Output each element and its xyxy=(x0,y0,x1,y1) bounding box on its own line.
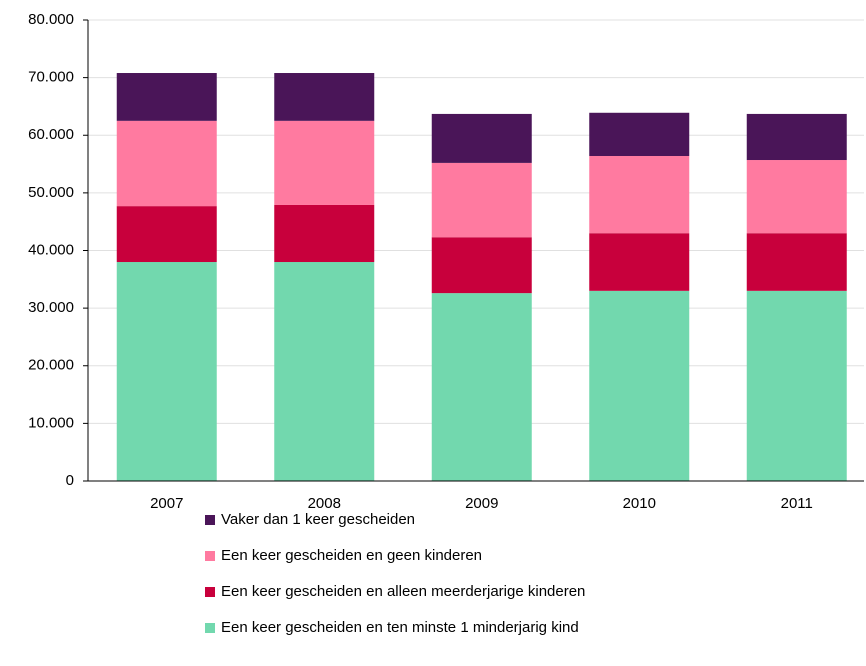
y-tick-label: 10.000 xyxy=(28,414,74,431)
bar-segment xyxy=(116,73,217,121)
x-tick-label: 2011 xyxy=(781,495,813,512)
bar-segment xyxy=(116,120,217,207)
bar-segment xyxy=(274,120,375,205)
bar-segment xyxy=(746,290,847,481)
bar-segment xyxy=(116,262,217,481)
bar-segment xyxy=(746,233,847,291)
bar-segment xyxy=(589,290,690,481)
legend-label: Een keer gescheiden en alleen meerderjar… xyxy=(221,583,585,600)
bar-segment xyxy=(746,113,847,161)
legend-label: Een keer gescheiden en geen kinderen xyxy=(221,547,482,564)
bar-segment xyxy=(589,233,690,291)
bar-segment xyxy=(746,160,847,234)
legend-swatch xyxy=(205,587,215,597)
x-tick-label: 2007 xyxy=(150,495,183,512)
bar-segment xyxy=(431,237,532,294)
legend-swatch xyxy=(205,623,215,633)
y-tick-label: 40.000 xyxy=(28,241,74,258)
x-tick-label: 2008 xyxy=(308,495,341,512)
y-tick-label: 60.000 xyxy=(28,126,74,143)
bar-segment xyxy=(589,112,690,156)
x-tick-label: 2009 xyxy=(465,495,498,512)
legend-swatch xyxy=(205,515,215,525)
bar-segment xyxy=(589,155,690,234)
y-tick-label: 0 xyxy=(66,472,74,489)
bar-segment xyxy=(431,162,532,238)
x-tick-label: 2010 xyxy=(623,495,656,512)
bar-segment xyxy=(431,113,532,163)
legend-swatch xyxy=(205,551,215,561)
y-tick-label: 70.000 xyxy=(28,69,74,86)
bar-segment xyxy=(274,73,375,121)
legend-label: Een keer gescheiden en ten minste 1 mind… xyxy=(221,619,579,636)
y-tick-label: 80.000 xyxy=(28,11,74,28)
bar-segment xyxy=(431,293,532,481)
y-tick-label: 30.000 xyxy=(28,299,74,316)
bar-segment xyxy=(274,204,375,263)
y-tick-label: 20.000 xyxy=(28,357,74,374)
bar-segment xyxy=(116,206,217,263)
legend-label: Vaker dan 1 keer gescheiden xyxy=(221,511,415,528)
bar-segment xyxy=(274,262,375,481)
y-tick-label: 50.000 xyxy=(28,184,74,201)
